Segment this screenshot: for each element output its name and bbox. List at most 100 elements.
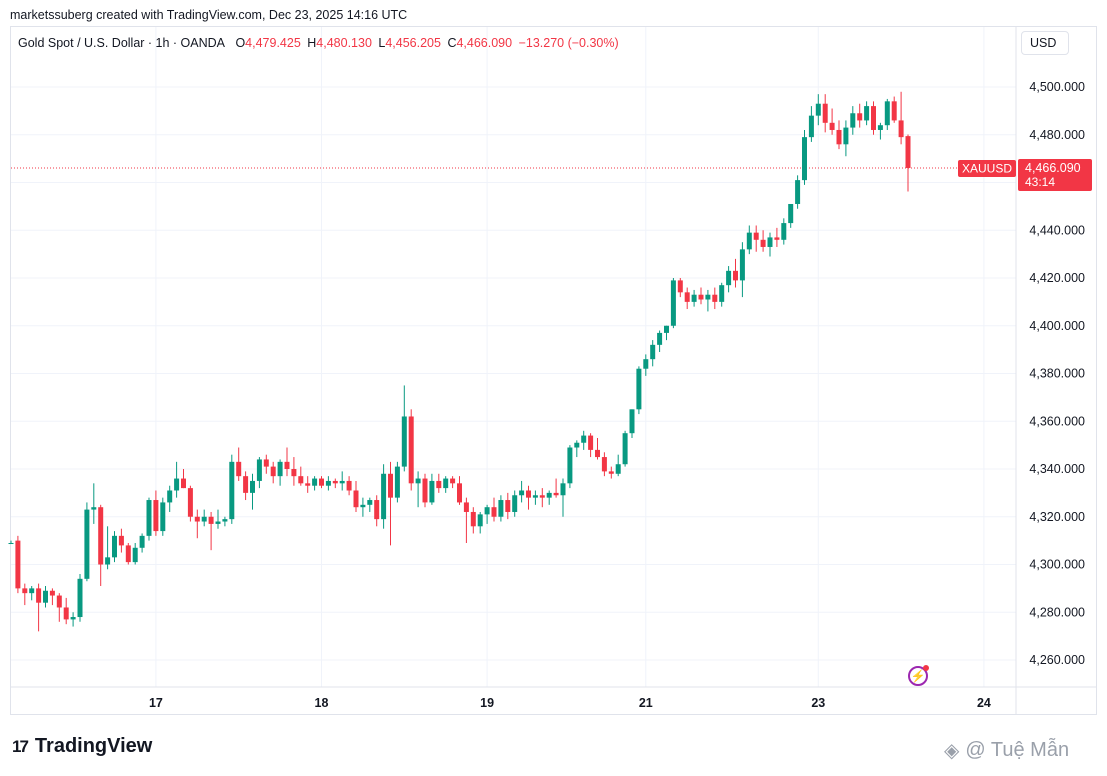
candle-body — [174, 478, 180, 491]
candle-body — [125, 545, 131, 563]
x-tick-label: 23 — [811, 696, 825, 710]
candle-body — [795, 180, 801, 204]
candle-body — [84, 509, 90, 579]
candle-body — [781, 223, 787, 240]
candle-body — [339, 480, 345, 484]
high-label: H — [307, 36, 317, 50]
candle-body — [884, 101, 890, 126]
candle-body — [367, 500, 373, 505]
candle-body — [139, 535, 145, 548]
candle-body — [650, 344, 656, 360]
candle-body — [774, 237, 780, 240]
x-tick-label: 19 — [480, 696, 494, 710]
candle-body — [746, 232, 752, 250]
y-tick-label: 4,320.000 — [1029, 510, 1085, 524]
candle-body — [670, 280, 676, 326]
candle-body — [574, 442, 580, 448]
candle-body — [753, 232, 759, 240]
watermark-text: @ Tuệ Mẫn — [965, 739, 1070, 761]
candle-body — [63, 607, 69, 620]
candle-body — [850, 113, 856, 128]
chart-header-caption: marketssuberg created with TradingView.c… — [10, 8, 408, 22]
candle-body — [415, 478, 421, 484]
candle-body — [636, 368, 642, 410]
candles-layer — [8, 91, 911, 632]
candle-body — [760, 239, 766, 247]
low-label: L — [378, 36, 386, 50]
candle-body — [401, 416, 407, 467]
symbol-tag-label: XAUUSD — [962, 161, 1012, 175]
candle-body — [36, 588, 42, 603]
tradingview-wordmark: TradingView — [34, 735, 153, 757]
candle-body — [526, 490, 531, 498]
lightning-icon[interactable]: ⚡ — [908, 665, 929, 686]
candle-body — [118, 535, 124, 546]
candle-body — [560, 483, 566, 496]
tradingview-mark-icon: 17 — [12, 736, 29, 756]
candle-body — [394, 466, 400, 498]
y-tick-label: 4,400.000 — [1029, 319, 1085, 333]
candle-body — [463, 502, 469, 512]
candle-body — [836, 129, 842, 145]
candle-body — [491, 507, 497, 517]
candle-body — [898, 120, 904, 138]
change-value: −13.270 (−0.30%) — [518, 36, 619, 50]
candle-body — [905, 136, 911, 168]
candle-body — [360, 504, 366, 508]
candle-body — [408, 416, 414, 484]
candle-body — [284, 461, 290, 469]
candle-body — [622, 433, 628, 465]
candle-body — [29, 588, 35, 594]
candle-body — [877, 125, 883, 130]
candle-body — [49, 590, 55, 596]
candle-body — [112, 535, 117, 558]
price-tag-value: 4,466.090 — [1025, 161, 1081, 175]
candle-body — [305, 483, 311, 486]
candle-body — [588, 435, 594, 450]
candle-body — [422, 478, 428, 503]
y-tick-label: 4,440.000 — [1029, 223, 1085, 237]
y-tick-label: 4,500.000 — [1029, 80, 1085, 94]
currency-selector[interactable]: USD — [1021, 31, 1069, 55]
candle-body — [553, 492, 559, 496]
candle-body — [484, 507, 490, 515]
y-tick-label: 4,360.000 — [1029, 414, 1085, 428]
candle-body — [263, 459, 269, 467]
candle-body — [691, 294, 697, 302]
candle-body — [181, 478, 186, 489]
diamond-icon: ◈ — [944, 740, 960, 762]
candle-body — [739, 249, 745, 281]
open-value: 4,479.425 — [245, 36, 301, 50]
candle-body — [657, 332, 663, 345]
candle-body — [733, 270, 738, 281]
symbol-description[interactable]: Gold Spot / U.S. Dollar · 1h · OANDA — [18, 36, 226, 50]
candle-body — [595, 449, 600, 458]
candle-body — [643, 359, 649, 369]
candle-body — [608, 471, 614, 474]
candle-body — [505, 500, 511, 512]
y-tick-label: 4,280.000 — [1029, 605, 1085, 619]
candle-body — [450, 478, 456, 484]
candle-body — [829, 122, 835, 130]
candle-body — [153, 500, 159, 532]
candle-body — [477, 514, 483, 527]
candle-body — [871, 106, 876, 130]
candle-body — [532, 495, 538, 498]
candle-body — [298, 476, 304, 484]
candle-body — [277, 461, 283, 477]
x-tick-label: 18 — [315, 696, 329, 710]
axis-layer: 4,260.000 4,280.000 4,300.000 4,320.000 4,34… — [11, 27, 1096, 714]
tradingview-logo[interactable]: 17 TradingView — [12, 735, 152, 758]
candle-body — [519, 490, 525, 496]
candle-body — [332, 480, 338, 484]
symbol-tag-bg — [958, 159, 1016, 177]
candle-body — [70, 617, 76, 620]
candle-body — [346, 480, 352, 491]
candle-body — [194, 516, 200, 522]
grid-layer — [11, 27, 1016, 687]
candle-body — [98, 507, 104, 565]
candle-body — [808, 115, 814, 138]
candle-body — [712, 294, 718, 302]
